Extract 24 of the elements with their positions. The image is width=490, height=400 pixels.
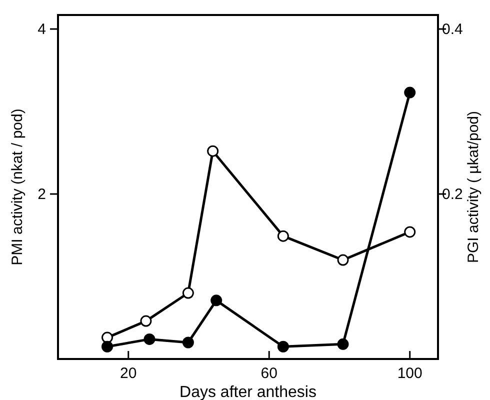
y2-tick-label: 0.2 (442, 186, 463, 204)
y-tick-label: 4 (38, 21, 46, 38)
x-tick-label: 60 (260, 365, 278, 382)
point (182, 336, 194, 348)
point (144, 333, 156, 345)
y2-axis-title: PGI activity ( µkat/pod) (465, 110, 482, 264)
y-axis-title: PMI activity (nkat / pod) (9, 108, 26, 266)
point (102, 332, 114, 344)
x-tick-label: 20 (120, 365, 137, 382)
point (337, 254, 349, 266)
x-tick-label: 100 (397, 365, 422, 382)
point (140, 315, 152, 327)
point (182, 287, 194, 299)
point (277, 230, 289, 242)
point (210, 294, 222, 306)
point (102, 340, 114, 352)
y-tick-label: 2 (38, 186, 46, 204)
point (207, 145, 219, 157)
point (277, 340, 289, 352)
point (404, 86, 416, 98)
y2-tick-label: 0.4 (442, 21, 463, 38)
point (337, 338, 349, 350)
point (404, 226, 416, 238)
x-axis-title: Days after anthesis (180, 384, 316, 400)
